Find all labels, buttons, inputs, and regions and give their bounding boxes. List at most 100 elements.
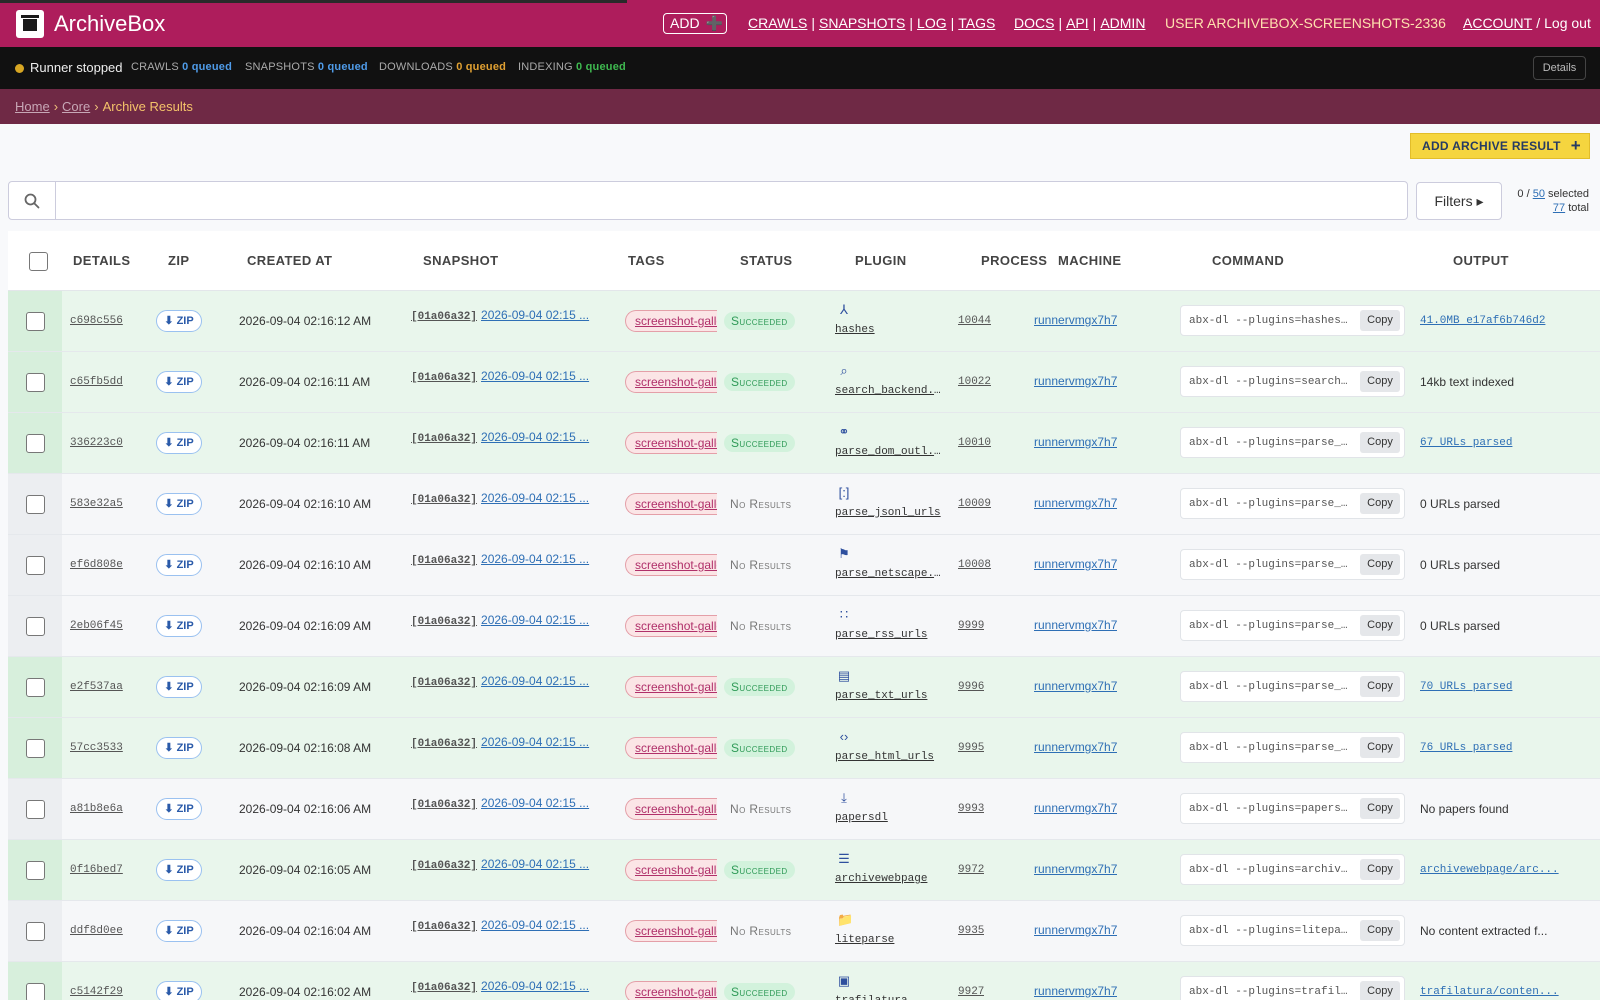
zip-download-button[interactable]: ⬇ ZIP (156, 554, 202, 576)
result-id-link[interactable]: 0f16bed7 (70, 864, 123, 876)
result-id-link[interactable]: ddf8d0ee (70, 925, 123, 937)
filters-button[interactable]: Filters ▸ (1416, 182, 1502, 220)
plugin-link[interactable]: parse_rss_urls (835, 629, 928, 641)
brand-title[interactable]: ArchiveBox (54, 11, 166, 36)
snapshot-link[interactable]: [01a06a32] 2026-09-04 02:15 ... (411, 430, 601, 445)
snapshot-link[interactable]: [01a06a32] 2026-09-04 02:15 ... (411, 491, 601, 506)
copy-button[interactable]: Copy (1360, 432, 1400, 453)
process-link[interactable]: 9999 (958, 620, 985, 632)
zip-download-button[interactable]: ⬇ ZIP (156, 737, 202, 759)
snapshot-link[interactable]: [01a06a32] 2026-09-04 02:15 ... (411, 308, 601, 323)
zip-download-button[interactable]: ⬇ ZIP (156, 981, 202, 1000)
tag-badge[interactable]: screenshot-gallery (625, 310, 717, 332)
plugin-link[interactable]: parse_netscape... (835, 568, 941, 580)
col-plugin[interactable]: PLUGIN (855, 253, 907, 268)
nav-api[interactable]: API (1066, 15, 1089, 31)
plugin-link[interactable]: parse_jsonl_urls (835, 507, 941, 519)
search-button[interactable] (9, 182, 56, 219)
process-link[interactable]: 9927 (958, 986, 985, 998)
process-link[interactable]: 9996 (958, 681, 985, 693)
tag-badge[interactable]: screenshot-gallery (625, 493, 717, 515)
copy-button[interactable]: Copy (1360, 554, 1400, 575)
result-id-link[interactable]: 57cc3533 (70, 742, 123, 754)
nav-crawls[interactable]: CRAWLS (748, 15, 808, 31)
add-button[interactable]: ADD ➕ (663, 13, 727, 34)
process-link[interactable]: 9972 (958, 864, 985, 876)
machine-link[interactable]: runnervmgx7h7 (1034, 374, 1118, 388)
process-link[interactable]: 10044 (958, 315, 992, 327)
result-id-link[interactable]: c5142f29 (70, 986, 123, 998)
snapshot-link[interactable]: [01a06a32] 2026-09-04 02:15 ... (411, 735, 601, 750)
copy-button[interactable]: Copy (1360, 676, 1400, 697)
plugin-link[interactable]: liteparse (835, 934, 895, 946)
plugin-link[interactable]: hashes (835, 324, 875, 336)
row-checkbox[interactable] (26, 739, 45, 758)
col-created[interactable]: CREATED AT (247, 253, 333, 268)
copy-button[interactable]: Copy (1360, 798, 1400, 819)
machine-link[interactable]: runnervmgx7h7 (1034, 923, 1118, 937)
output-link[interactable]: 41.0MB e17af6b746d2 (1420, 315, 1546, 327)
process-link[interactable]: 10009 (958, 498, 992, 510)
zip-download-button[interactable]: ⬇ ZIP (156, 493, 202, 515)
select-all-checkbox[interactable] (29, 252, 48, 271)
snapshot-link[interactable]: [01a06a32] 2026-09-04 02:15 ... (411, 918, 601, 933)
snapshot-link[interactable]: [01a06a32] 2026-09-04 02:15 ... (411, 613, 601, 628)
snapshot-link[interactable]: [01a06a32] 2026-09-04 02:15 ... (411, 857, 601, 872)
plugin-link[interactable]: parse_txt_urls (835, 690, 928, 702)
output-link[interactable]: trafilatura/conten... (1420, 986, 1559, 998)
col-tags[interactable]: TAGS (628, 253, 665, 268)
machine-link[interactable]: runnervmgx7h7 (1034, 313, 1118, 327)
nav-tags[interactable]: TAGS (958, 15, 996, 31)
col-process[interactable]: PROCESS (981, 253, 1048, 268)
plugin-link[interactable]: papersdl (835, 812, 888, 824)
plugin-link[interactable]: search_backend... (835, 385, 941, 397)
breadcrumb-core[interactable]: Core (62, 99, 91, 114)
row-checkbox[interactable] (26, 312, 45, 331)
snapshot-link[interactable]: [01a06a32] 2026-09-04 02:15 ... (411, 552, 601, 567)
result-id-link[interactable]: 2eb06f45 (70, 620, 123, 632)
tag-badge[interactable]: screenshot-gallery (625, 737, 717, 759)
copy-button[interactable]: Copy (1360, 371, 1400, 392)
machine-link[interactable]: runnervmgx7h7 (1034, 679, 1118, 693)
result-id-link[interactable]: a81b8e6a (70, 803, 123, 815)
nav-log[interactable]: LOG (917, 15, 947, 31)
copy-button[interactable]: Copy (1360, 493, 1400, 514)
copy-button[interactable]: Copy (1360, 615, 1400, 636)
row-checkbox[interactable] (26, 495, 45, 514)
total-link[interactable]: 77 (1552, 202, 1566, 214)
add-archive-result-button[interactable]: ADD ARCHIVE RESULT + (1410, 133, 1590, 159)
col-output[interactable]: OUTPUT (1453, 253, 1509, 268)
nav-account[interactable]: ACCOUNT (1463, 15, 1533, 31)
copy-button[interactable]: Copy (1360, 920, 1400, 941)
output-link[interactable]: 70 URLs parsed (1420, 681, 1513, 693)
row-checkbox[interactable] (26, 678, 45, 697)
col-command[interactable]: COMMAND (1212, 253, 1285, 268)
zip-download-button[interactable]: ⬇ ZIP (156, 859, 202, 881)
row-checkbox[interactable] (26, 556, 45, 575)
result-id-link[interactable]: ef6d808e (70, 559, 123, 571)
snapshot-link[interactable]: [01a06a32] 2026-09-04 02:15 ... (411, 369, 601, 384)
result-id-link[interactable]: c698c556 (70, 315, 123, 327)
col-status[interactable]: STATUS (740, 253, 793, 268)
machine-link[interactable]: runnervmgx7h7 (1034, 618, 1118, 632)
output-link[interactable]: 76 URLs parsed (1420, 742, 1513, 754)
process-link[interactable]: 9993 (958, 803, 985, 815)
machine-link[interactable]: runnervmgx7h7 (1034, 740, 1118, 754)
col-details[interactable]: DETAILS (73, 253, 131, 268)
copy-button[interactable]: Copy (1360, 737, 1400, 758)
tag-badge[interactable]: screenshot-gallery (625, 554, 717, 576)
tag-badge[interactable]: screenshot-gallery (625, 798, 717, 820)
snapshot-link[interactable]: [01a06a32] 2026-09-04 02:15 ... (411, 674, 601, 689)
snapshot-link[interactable]: [01a06a32] 2026-09-04 02:15 ... (411, 796, 601, 811)
process-link[interactable]: 10022 (958, 376, 992, 388)
row-checkbox[interactable] (26, 922, 45, 941)
process-link[interactable]: 10008 (958, 559, 992, 571)
output-link[interactable]: archivewebpage/arc... (1420, 864, 1559, 876)
process-link[interactable]: 10010 (958, 437, 992, 449)
tag-badge[interactable]: screenshot-gallery (625, 371, 717, 393)
zip-download-button[interactable]: ⬇ ZIP (156, 310, 202, 332)
tag-badge[interactable]: screenshot-gallery (625, 432, 717, 454)
machine-link[interactable]: runnervmgx7h7 (1034, 435, 1118, 449)
row-checkbox[interactable] (26, 373, 45, 392)
selected-page-link[interactable]: 50 (1532, 188, 1545, 200)
